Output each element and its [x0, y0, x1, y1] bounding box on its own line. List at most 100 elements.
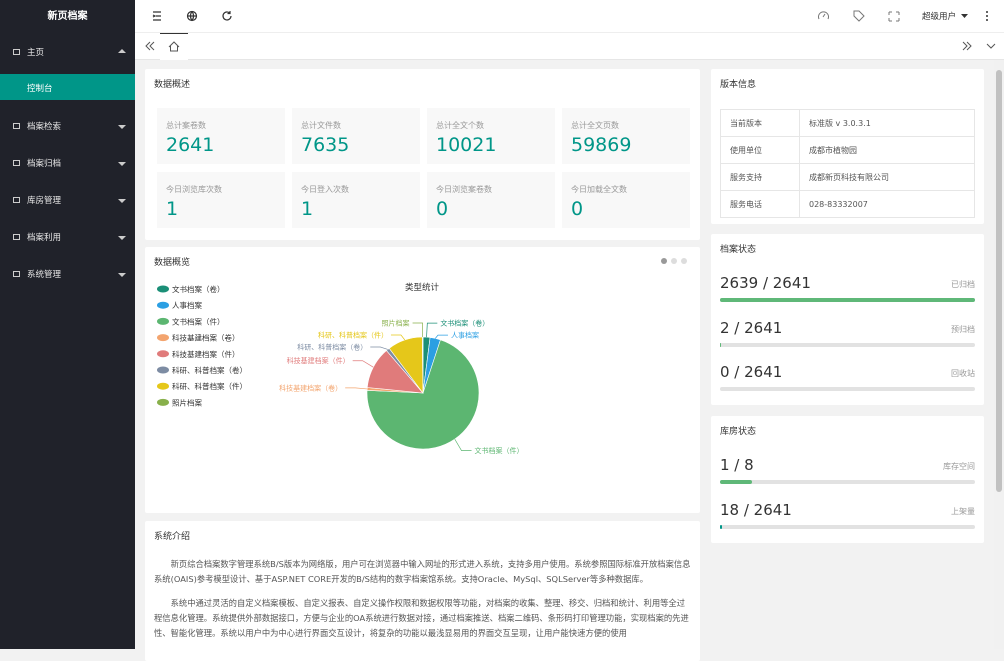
stat-label: 总计全文页数: [571, 120, 619, 131]
menu-arrow: [118, 49, 126, 53]
panel-title: 库房状态: [720, 416, 756, 448]
menu-icon: [13, 234, 20, 240]
tag-icon[interactable]: [854, 11, 864, 21]
table-row: 服务支持成都新页科技有限公司: [721, 164, 975, 191]
panel-title: 数据概述: [154, 69, 190, 101]
fullscreen-icon[interactable]: [889, 12, 899, 21]
more-icon[interactable]: [986, 11, 988, 21]
legend-item[interactable]: 科技基建档案（卷）: [157, 333, 240, 343]
menu-item[interactable]: 库房管理: [0, 182, 135, 219]
progress-track: [720, 525, 975, 529]
legend-swatch[interactable]: [157, 383, 169, 390]
panel-title: 档案状态: [720, 234, 756, 266]
table-value: 成都新页科技有限公司: [800, 164, 975, 191]
tab-menu[interactable]: [987, 44, 995, 48]
menu-label[interactable]: 主页: [27, 46, 44, 58]
progress-track: [720, 298, 975, 302]
stat-value: 0: [571, 198, 583, 220]
progress-fill: [720, 480, 752, 484]
menu-label[interactable]: 档案归档: [27, 157, 61, 169]
legend-item[interactable]: 文书档案（件）: [157, 316, 225, 326]
legend-label[interactable]: 人事档案: [172, 300, 202, 310]
legend-swatch[interactable]: [157, 334, 169, 341]
stat-label: 总计全文个数: [436, 120, 484, 131]
stat-label: 今日浏览案卷数: [436, 184, 492, 195]
submenu-item[interactable]: 控制台: [0, 74, 135, 100]
legend-item[interactable]: 科技基建档案（件）: [157, 349, 240, 359]
stat-label: 总计文件数: [301, 120, 341, 131]
stat-value: 1: [301, 198, 313, 220]
submenu-label[interactable]: 控制台: [27, 82, 53, 94]
menu-item[interactable]: 系统管理: [0, 256, 135, 293]
tab-prev[interactable]: [146, 42, 154, 50]
legend-item[interactable]: 文书档案（卷）: [157, 284, 225, 294]
menu-arrow: [118, 125, 126, 129]
scroll-thumb[interactable]: [996, 70, 1002, 492]
user-caret[interactable]: [961, 14, 968, 18]
home-tab[interactable]: [160, 33, 188, 60]
legend-label[interactable]: 文书档案（卷）: [172, 284, 225, 294]
menu-item[interactable]: 档案归档: [0, 145, 135, 182]
status-count: 2639 / 2641: [720, 274, 811, 292]
menu-arrow: [118, 236, 126, 240]
label-line: [427, 323, 438, 337]
scrollbar[interactable]: [994, 60, 1004, 649]
refresh-icon[interactable]: [223, 11, 231, 20]
legend-swatch[interactable]: [157, 318, 169, 325]
legend-label[interactable]: 科技基建档案（卷）: [172, 333, 240, 343]
slice-label: 文书档案（卷）: [440, 319, 489, 328]
menu-item[interactable]: 主页: [0, 34, 135, 71]
stat-value: 2641: [166, 134, 214, 156]
legend-label[interactable]: 科研、科普档案（卷）: [172, 365, 247, 375]
intro-panel: 系统介绍 新页综合档案数字管理系统B/S版本为网络版，用户可在浏览器中输入网址的…: [145, 521, 700, 661]
legend-label[interactable]: 科技基建档案（件）: [172, 349, 240, 359]
legend-swatch[interactable]: [157, 350, 169, 357]
legend-item[interactable]: 科研、科普档案（卷）: [157, 365, 247, 375]
label-line: [455, 439, 472, 451]
menu-label[interactable]: 系统管理: [27, 268, 61, 280]
user-name[interactable]: 超级用户: [922, 10, 956, 22]
legend-swatch[interactable]: [157, 302, 169, 309]
menu-item[interactable]: 档案检索: [0, 108, 135, 145]
legend-swatch[interactable]: [157, 367, 169, 374]
app-title: 新页档案: [0, 0, 135, 34]
menu-toggle[interactable]: [153, 12, 161, 20]
legend-label[interactable]: 文书档案（件）: [172, 316, 225, 326]
slice-label: 科研、科普档案（卷）: [297, 343, 367, 352]
label-line: [345, 388, 367, 389]
legend-label[interactable]: 照片档案: [172, 397, 202, 407]
status-count: 1 / 8: [720, 456, 754, 474]
theme-icon[interactable]: [819, 12, 829, 19]
panel-title: 系统介绍: [154, 521, 190, 553]
table-value: 028-83332007: [800, 191, 975, 218]
menu-item[interactable]: 档案利用: [0, 219, 135, 256]
status-count: 0 / 2641: [720, 363, 782, 381]
status-label: 库存空间: [943, 461, 975, 472]
menu-arrow: [118, 162, 126, 166]
slice-label: 文书档案（件）: [475, 446, 524, 455]
menu-label[interactable]: 档案检索: [27, 120, 61, 132]
chart-panel: 数据概览 类型统计 文书档案（卷）人事档案文书档案（件）科技基建档案（卷）科技基…: [145, 247, 700, 513]
legend-item[interactable]: 照片档案: [157, 397, 202, 407]
menu-label[interactable]: 库房管理: [27, 194, 61, 206]
menu-label[interactable]: 档案利用: [27, 231, 61, 243]
tab-next[interactable]: [963, 42, 971, 50]
legend-swatch[interactable]: [157, 399, 169, 406]
stat-label: 今日加载全文数: [571, 184, 627, 195]
legend-swatch[interactable]: [157, 286, 169, 293]
topbar-icons: [135, 0, 1004, 33]
stat-label: 总计案卷数: [166, 120, 206, 131]
legend-label[interactable]: 科研、科普档案（件）: [172, 381, 247, 391]
progress-fill: [720, 298, 975, 302]
legend-item[interactable]: 人事档案: [157, 300, 202, 310]
legend-item[interactable]: 科研、科普档案（件）: [157, 381, 247, 391]
label-line: [391, 335, 405, 340]
table-key: 服务电话: [721, 191, 800, 218]
table-key: 使用单位: [721, 137, 800, 164]
